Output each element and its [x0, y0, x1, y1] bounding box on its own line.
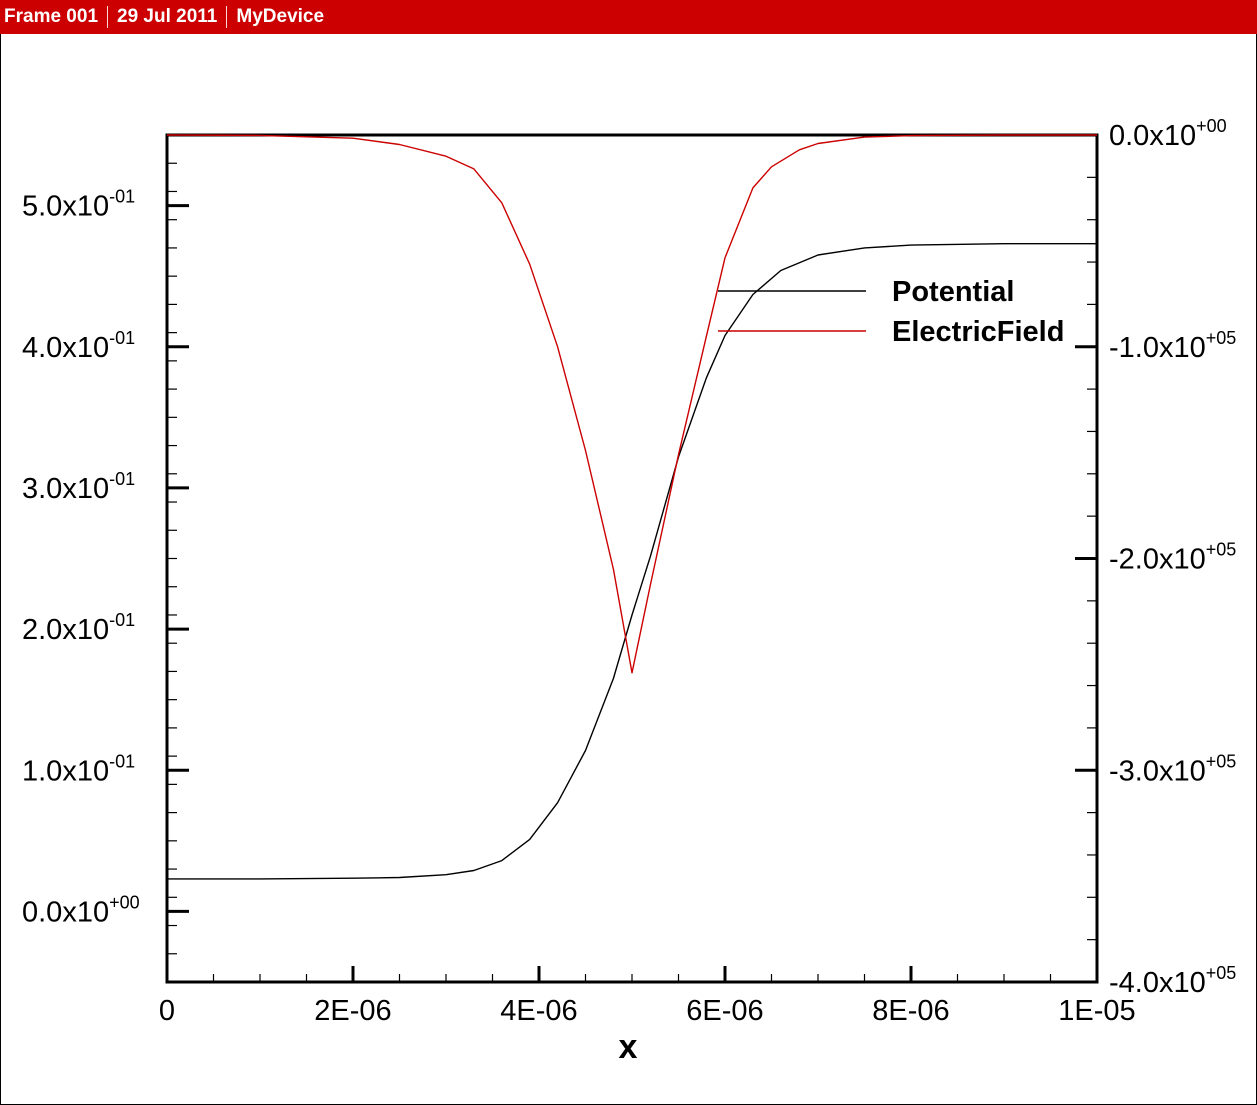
plot-area-border [165, 133, 1099, 984]
header-divider [226, 6, 228, 28]
y-left-tick-label: 2.0x10-01 [22, 610, 135, 646]
axes-group [165, 133, 1099, 984]
frame-header: Frame 001 29 Jul 2011 MyDevice [0, 0, 1257, 34]
y-left-tick-label: 5.0x10-01 [22, 187, 135, 223]
device-label: MyDevice [236, 6, 325, 27]
x-axis-title: x [619, 1028, 638, 1066]
x-tick-label: 2E-06 [314, 995, 391, 1027]
x-tick-label: 8E-06 [872, 995, 949, 1027]
y-right-tick-label: -2.0x10+05 [1109, 540, 1236, 576]
legend-label-electricfield: ElectricField [892, 316, 1064, 348]
legend-group: Potential ElectricField [718, 276, 1064, 348]
y-left-tick-label: 4.0x10-01 [22, 328, 135, 364]
y-right-tick-label: -1.0x10+05 [1109, 328, 1236, 364]
y-left-tick-label: 3.0x10-01 [22, 469, 135, 505]
x-tick-label: 6E-06 [686, 995, 763, 1027]
y-left-tick-label: 1.0x10-01 [22, 751, 135, 787]
y-right-tick-label: 0.0x10+00 [1109, 116, 1227, 152]
header-divider [107, 6, 109, 28]
y-left-tick-label: 0.0x10+00 [22, 892, 140, 928]
y-right-tick-label: -3.0x10+05 [1109, 751, 1236, 787]
labels-group: 0 2E-06 4E-06 6E-06 8E-06 1E-05 0.0x10+00 1.0x1… [22, 116, 1236, 1066]
series-line-electricfield [166, 134, 1097, 674]
series-line-potential [167, 242, 1097, 880]
y-right-tick-label: -4.0x10+05 [1109, 963, 1236, 999]
legend-label-potential: Potential [892, 276, 1014, 308]
x-tick-label: 0 [159, 995, 175, 1027]
series-group [166, 134, 1097, 880]
x-tick-label: 1E-05 [1058, 995, 1135, 1027]
x-tick-label: 4E-06 [500, 995, 577, 1027]
date-label: 29 Jul 2011 [117, 6, 218, 27]
frame-label: Frame 001 [4, 6, 99, 27]
